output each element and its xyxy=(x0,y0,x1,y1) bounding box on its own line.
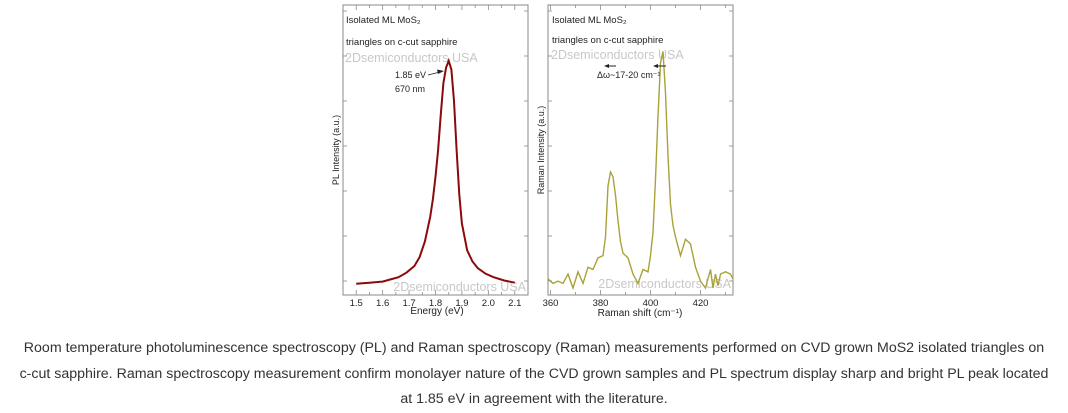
pl-chart: 1.5 1.6 1.7 1.8 1.9 2.0 2.1 Isolated ML MoS₂ t… xyxy=(331,4,529,317)
pl-x-tick-label: 2.0 xyxy=(482,298,495,309)
raman-chart: 360 380 400 420 Isolated ML MoS₂ triangles … xyxy=(536,4,734,319)
caption-line-1: Room temperature photoluminescence spect… xyxy=(23,340,1045,356)
pl-x-tick-label: 1.6 xyxy=(376,298,389,309)
pl-x-tick-label: 1.8 xyxy=(429,298,442,309)
raman-x-tick-label: 400 xyxy=(643,298,659,309)
raman-shift-arrowhead-left xyxy=(604,64,609,68)
raman-series-line xyxy=(547,51,734,291)
pl-annotation-sample: Isolated ML MoS₂ xyxy=(346,15,421,26)
pl-watermark-top: 2Dsemiconductors USA xyxy=(345,51,478,65)
pl-annotation-peak-energy: 1.85 eV xyxy=(395,70,426,80)
caption-line-2: c-cut sapphire. Raman spectroscopy measu… xyxy=(19,365,1049,382)
pl-plot-frame xyxy=(342,4,529,296)
pl-ticks xyxy=(342,5,529,295)
pl-x-tick-label: 1.7 xyxy=(402,298,415,309)
raman-ticks xyxy=(548,5,733,295)
pl-y-axis-label: PL Intensity (a.u.) xyxy=(331,115,341,185)
raman-plot-frame xyxy=(547,4,734,296)
pl-annotation-substrate: triangles on c-cut sapphire xyxy=(346,37,457,48)
raman-y-axis-label: Raman Intensity (a.u.) xyxy=(536,106,546,195)
raman-x-axis-label: Raman shift (cm⁻¹) xyxy=(598,308,683,319)
figure-caption: Room temperature photoluminescence spect… xyxy=(0,336,1068,413)
raman-x-tick-label: 380 xyxy=(593,298,609,309)
raman-x-tick-labels: 360 380 400 420 xyxy=(543,298,709,309)
raman-x-tick-label: 360 xyxy=(543,298,559,309)
raman-annotation-substrate: triangles on c-cut sapphire xyxy=(552,35,663,46)
raman-watermark-top: 2Dsemiconductors USA xyxy=(551,48,684,62)
caption-line-3: at 1.85 eV in agreement with the literat… xyxy=(400,391,668,407)
raman-shift-arrowhead-right xyxy=(653,64,658,68)
pl-x-tick-label: 1.5 xyxy=(350,298,363,309)
raman-x-tick-label: 420 xyxy=(693,298,709,309)
pl-annotation-peak-wavelength: 670 nm xyxy=(395,84,425,94)
pl-watermark-bottom: 2Dsemiconductors USA xyxy=(393,280,526,294)
pl-x-tick-labels: 1.5 1.6 1.7 1.8 1.9 2.0 2.1 xyxy=(350,298,522,309)
figure: 1.5 1.6 1.7 1.8 1.9 2.0 2.1 Isolated ML MoS₂ t… xyxy=(331,4,734,319)
raman-annotation-shift: Δω~17-20 cm⁻¹ xyxy=(597,70,661,80)
pl-series-line xyxy=(356,57,516,285)
pl-x-axis-label: Energy (eV) xyxy=(410,306,463,317)
pl-x-tick-label: 2.1 xyxy=(508,298,521,309)
pl-peak-arrowhead xyxy=(437,69,444,74)
raman-watermark-bottom: 2Dsemiconductors USA xyxy=(598,277,731,291)
pl-x-tick-label: 1.9 xyxy=(455,298,468,309)
raman-annotation-sample: Isolated ML MoS₂ xyxy=(552,15,627,26)
